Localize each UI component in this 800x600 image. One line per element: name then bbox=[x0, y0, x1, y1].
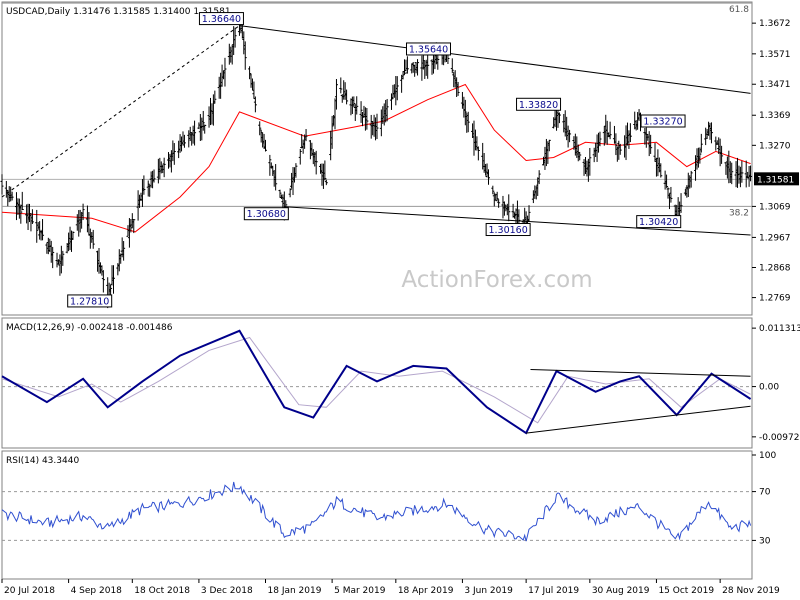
rsi-panel-frame bbox=[1, 450, 753, 580]
price-y-tick-label: 1.2967 bbox=[759, 233, 791, 243]
x-tick-label: 5 Mar 2019 bbox=[334, 586, 386, 596]
annotation-box bbox=[243, 207, 289, 221]
annotation-label: 1.30160 bbox=[488, 225, 527, 236]
macd-y-tick-label: 0.00 bbox=[759, 383, 779, 393]
x-tick-label: 3 Jun 2019 bbox=[464, 586, 513, 596]
x-tick-label: 18 Oct 2018 bbox=[134, 586, 190, 596]
x-tick-label: 18 Apr 2019 bbox=[398, 586, 454, 596]
macd-panel-frame bbox=[1, 317, 753, 449]
annotation-box bbox=[485, 223, 531, 237]
watermark: ActionForex.com bbox=[401, 267, 592, 293]
price-y-tick-label: 1.3270 bbox=[759, 141, 791, 151]
annotation-label: 1.33820 bbox=[519, 100, 558, 111]
macd-trendline bbox=[530, 369, 751, 377]
macd-trendline bbox=[526, 405, 751, 434]
rsi-y-tick-label: 70 bbox=[759, 488, 771, 498]
annotation-box bbox=[516, 97, 562, 111]
macd-line bbox=[1, 329, 752, 435]
x-tick-label: 30 Aug 2019 bbox=[592, 586, 650, 596]
last-price-label: 1.31581 bbox=[757, 175, 794, 185]
x-tick-label: 28 Nov 2019 bbox=[722, 586, 780, 596]
price-panel-frame bbox=[1, 1, 753, 316]
trendline bbox=[239, 25, 751, 94]
price-panel-title: USDCAD,Daily 1.31476 1.31585 1.31400 1.3… bbox=[6, 7, 231, 17]
fib-level-label: 38.2 bbox=[729, 208, 749, 218]
macd-y-tick-label: -0.009729 bbox=[759, 433, 800, 443]
macd-panel-title: MACD(12,26,9) -0.002418 -0.001486 bbox=[6, 323, 173, 333]
last-price-tag bbox=[754, 172, 799, 186]
dashed-trendline bbox=[1, 25, 240, 198]
price-y-tick-label: 1.3369 bbox=[759, 111, 791, 121]
annotation-box bbox=[67, 294, 113, 308]
rsi-y-tick-label: 100 bbox=[759, 451, 776, 461]
price-y-tick-label: 1.3069 bbox=[759, 202, 791, 212]
x-tick-label: 18 Jan 2019 bbox=[268, 586, 322, 596]
x-tick-label: 17 Jul 2019 bbox=[528, 586, 579, 596]
rsi-line bbox=[1, 481, 752, 542]
annotation-box bbox=[636, 215, 682, 229]
x-tick-label: 3 Dec 2018 bbox=[201, 586, 253, 596]
x-tick-label: 15 Oct 2019 bbox=[658, 586, 714, 596]
annotation-label: 1.33270 bbox=[643, 117, 682, 128]
x-tick-label: 4 Sep 2018 bbox=[71, 586, 123, 596]
macd-y-tick-label: 0.011313 bbox=[759, 324, 800, 334]
rsi-y-tick-label: 30 bbox=[759, 536, 771, 546]
fib-level-label: 61.8 bbox=[729, 5, 749, 15]
x-tick-label: 20 Jul 2018 bbox=[4, 586, 55, 596]
annotation-box bbox=[198, 12, 244, 26]
rsi-panel-title: RSI(14) 43.3440 bbox=[6, 456, 79, 466]
price-y-tick-label: 1.2769 bbox=[759, 294, 791, 304]
price-y-tick-label: 1.3571 bbox=[759, 50, 791, 60]
annotation-box bbox=[405, 42, 451, 56]
price-y-tick-label: 1.3672 bbox=[759, 19, 791, 29]
annotation-label: 1.35640 bbox=[409, 44, 448, 55]
annotation-box bbox=[640, 114, 686, 128]
price-y-tick-label: 1.2868 bbox=[759, 264, 791, 274]
annotation-label: 1.30420 bbox=[639, 217, 678, 228]
annotation-label: 1.27810 bbox=[70, 296, 109, 307]
annotation-label: 1.30680 bbox=[247, 209, 286, 220]
annotation-label: 1.36640 bbox=[202, 14, 241, 25]
price-y-tick-label: 1.3471 bbox=[759, 80, 791, 90]
